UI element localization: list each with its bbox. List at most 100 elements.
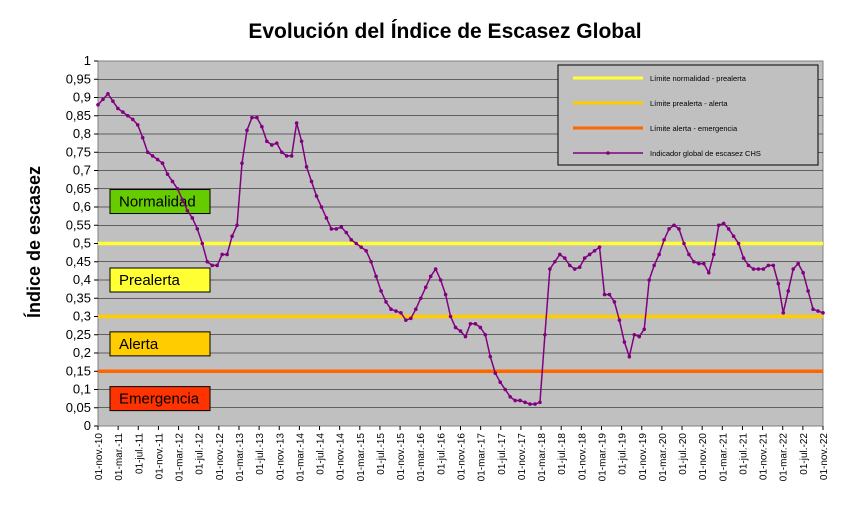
x-tick-label: 01-mar.-22 (779, 433, 790, 482)
y-tick-label: 0,2 (73, 345, 91, 360)
data-point (135, 123, 140, 127)
x-tick-label: 01-nov.-17 (517, 433, 528, 481)
data-point (384, 300, 388, 304)
data-point (255, 115, 259, 120)
data-point (453, 325, 458, 330)
data-point (523, 400, 527, 405)
data-point (821, 311, 825, 315)
data-point (617, 318, 622, 322)
x-tick-label: 01-mar.-11 (114, 433, 125, 481)
legend-label: Límite prealerta - alerta (650, 99, 728, 108)
data-point (344, 230, 349, 235)
x-tick-label: 01-mar.-16 (416, 433, 427, 482)
data-point (319, 205, 324, 209)
data-point (726, 227, 731, 231)
data-point (175, 186, 180, 191)
data-point (513, 398, 517, 403)
data-point (572, 267, 577, 271)
data-point (145, 150, 150, 155)
threshold-lines (98, 241, 823, 373)
data-point (756, 267, 761, 271)
y-tick-label: 0,5 (73, 236, 91, 251)
data-point (438, 278, 443, 282)
data-point (314, 194, 319, 198)
data-point (106, 92, 110, 96)
x-tick-label: 01-nov.-21 (759, 433, 770, 481)
data-point (200, 241, 205, 246)
y-tick-label: 0,95 (66, 71, 91, 86)
x-tick-label: 01-mar.-21 (718, 433, 729, 482)
data-point (304, 165, 309, 169)
data-point (697, 261, 701, 266)
zone-label: Emergencia (119, 391, 200, 408)
data-point (483, 332, 488, 337)
data-point (369, 259, 373, 264)
data-point (339, 225, 344, 229)
data-point (761, 267, 766, 271)
data-point (741, 256, 746, 260)
data-point (389, 307, 393, 312)
data-point (657, 252, 661, 257)
y-tick-label: 0,35 (66, 290, 91, 305)
data-point (379, 289, 383, 293)
data-point (284, 154, 289, 158)
legend-label: Límite alerta - emergencia (650, 124, 738, 133)
data-point (150, 154, 155, 158)
data-point (553, 259, 557, 264)
data-point (702, 261, 706, 266)
data-point (111, 99, 115, 103)
data-point (811, 307, 815, 312)
data-point (597, 245, 602, 249)
data-point (294, 121, 299, 125)
x-tick-label: 01-jul.-13 (255, 433, 266, 475)
data-point (324, 216, 329, 220)
x-tick-label: 01-nov.-14 (336, 433, 347, 481)
x-tick-label: 01-nov.-18 (577, 433, 588, 481)
data-point (627, 354, 632, 359)
data-point (786, 289, 791, 293)
data-point (130, 117, 135, 122)
data-point (503, 387, 507, 392)
data-point (394, 309, 398, 313)
data-point (289, 154, 294, 158)
data-point (260, 124, 264, 129)
y-tick-label: 0,15 (66, 363, 91, 378)
x-tick-label: 01-jul.-22 (799, 433, 810, 475)
data-point (220, 252, 224, 257)
x-tick-label: 01-nov.-22 (819, 433, 830, 481)
data-point (558, 252, 562, 257)
x-tick-label: 01-jul.-14 (316, 433, 327, 475)
x-tick-label: 01-nov.-16 (457, 433, 468, 481)
x-tick-label: 01-nov.-15 (396, 433, 407, 481)
data-point (270, 143, 274, 147)
data-point (508, 395, 512, 399)
data-point (190, 216, 195, 220)
data-point (652, 263, 656, 268)
data-point (265, 139, 269, 144)
data-point (165, 172, 170, 176)
data-point (577, 265, 582, 270)
x-tick-label: 01-jul.-16 (436, 433, 447, 475)
data-point (195, 227, 200, 231)
data-point (731, 234, 736, 238)
x-tick-label: 01-mar.-20 (658, 433, 669, 482)
data-point (607, 292, 612, 297)
data-point (334, 227, 339, 231)
y-tick-label: 0,9 (73, 90, 91, 105)
y-tick-label: 0,05 (66, 400, 91, 415)
data-point (155, 157, 160, 162)
legend: Límite normalidad - prealerta Límite prea… (557, 64, 819, 166)
data-point (801, 270, 805, 275)
data-point (374, 274, 378, 279)
data-point (473, 322, 478, 326)
y-tick-label: 0,55 (66, 217, 91, 232)
data-point (125, 113, 130, 118)
data-point (806, 289, 810, 293)
data-point (116, 106, 120, 111)
data-point (488, 354, 493, 359)
data-point (528, 402, 532, 406)
y-tick-label: 0,4 (73, 272, 91, 287)
x-tick-label: 01-jul.-18 (557, 433, 568, 475)
x-tick-label: 01-jul.-11 (134, 433, 145, 474)
